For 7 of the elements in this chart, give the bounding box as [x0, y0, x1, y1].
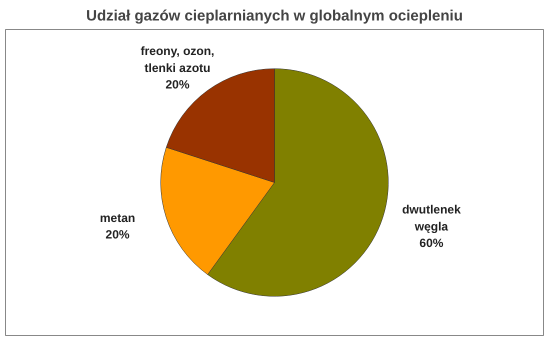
- data-label: 60%: [419, 236, 444, 250]
- data-label: 20%: [165, 78, 190, 92]
- slice-label: dwutlenek węgla: [402, 202, 462, 234]
- data-label: 20%: [106, 228, 130, 242]
- slice-label: metan: [100, 210, 136, 225]
- chart-title: Udział gazów cieplarnianych w globalnym ociepleniu: [86, 8, 463, 24]
- slice-label: freony, ozon, tlenki azotu: [140, 44, 214, 75]
